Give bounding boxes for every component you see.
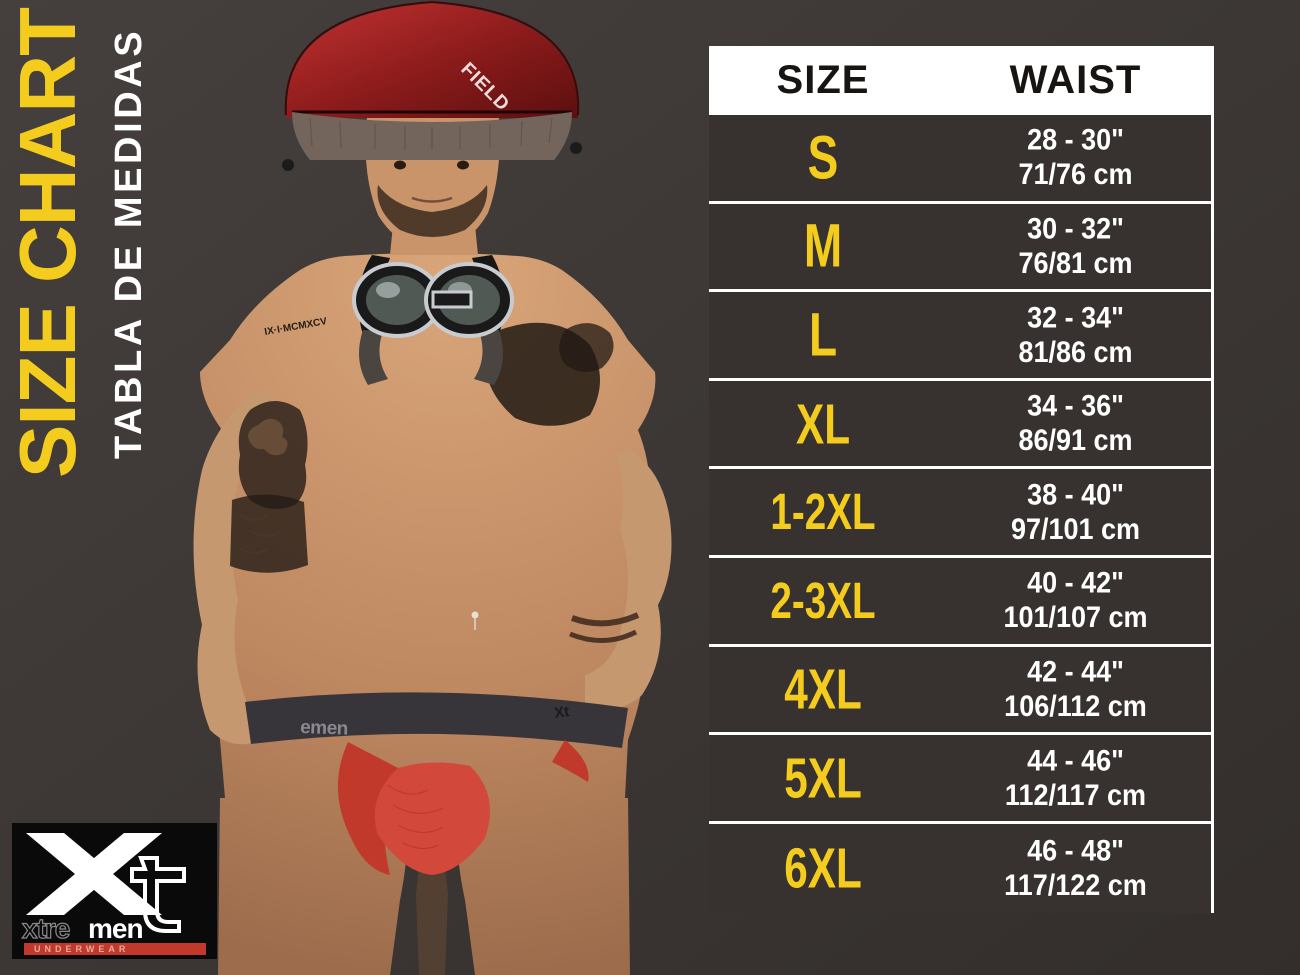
svg-text:Xt: Xt xyxy=(553,703,570,722)
svg-text:emen: emen xyxy=(300,717,348,740)
svg-text:men: men xyxy=(88,913,143,944)
svg-text:UNDERWEAR: UNDERWEAR xyxy=(34,944,129,954)
svg-text:xtre: xtre xyxy=(22,913,70,944)
